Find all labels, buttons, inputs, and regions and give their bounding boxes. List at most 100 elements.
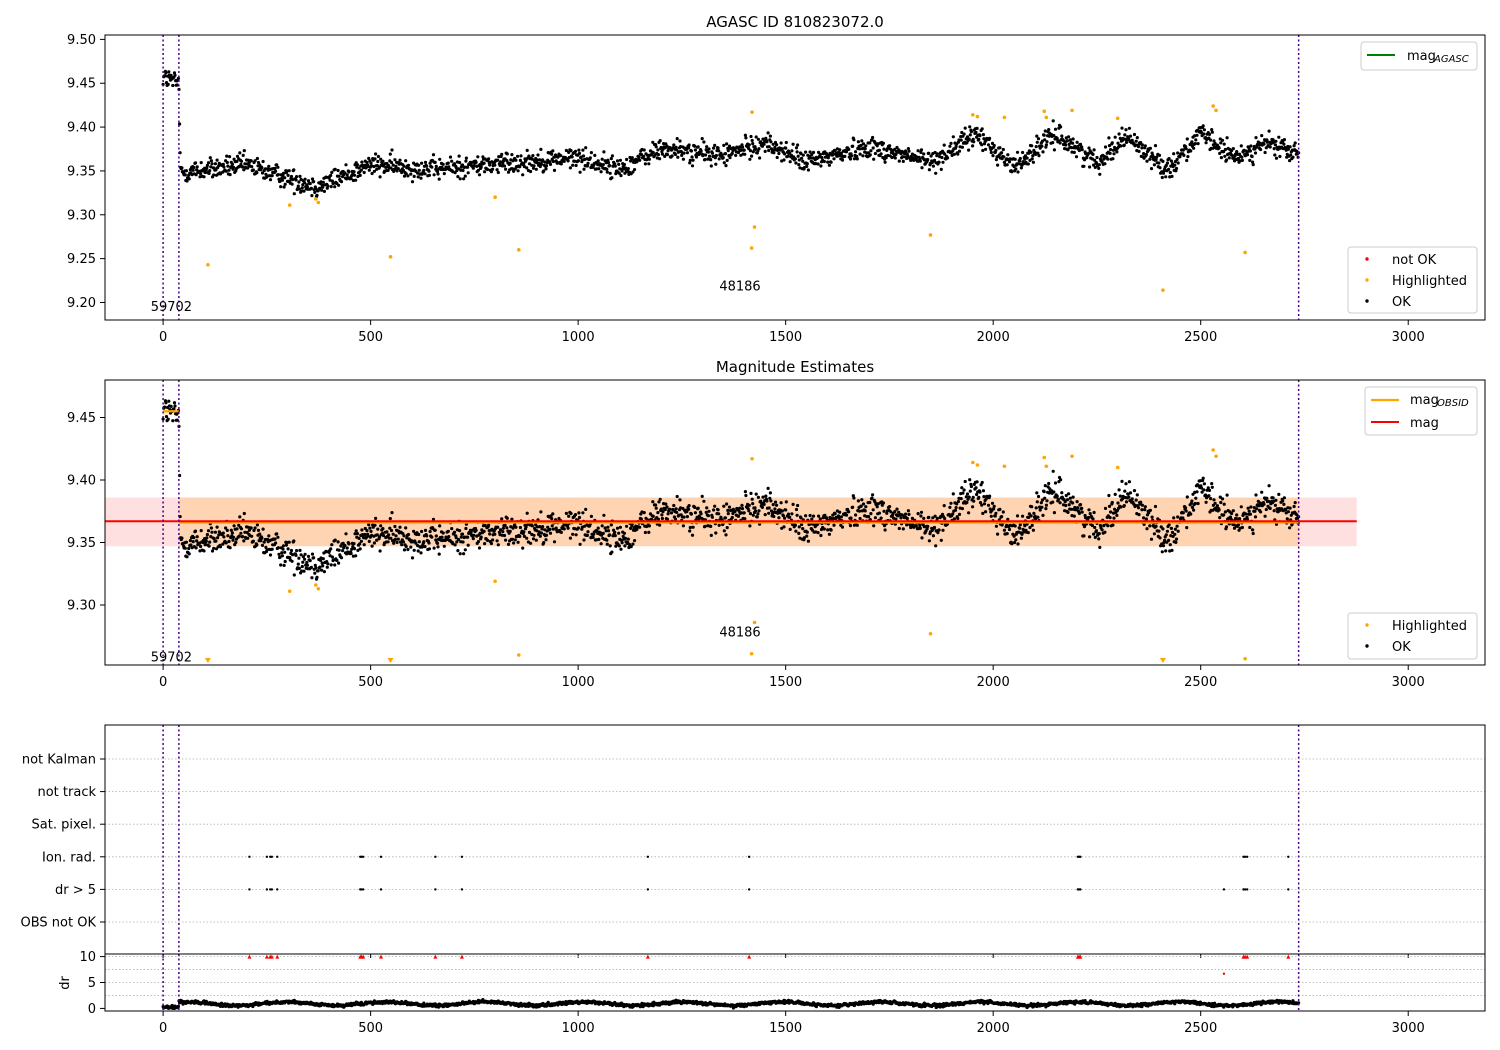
ok-point [670,154,674,158]
ok-point [1023,154,1027,158]
ok-point [651,140,655,144]
obsid-annotation: 59702 [151,651,192,666]
ok-point [199,529,203,533]
ok-point [980,480,984,485]
flag-point [276,855,279,858]
ok-point [885,511,889,515]
ok-point [825,516,829,520]
ok-point [852,138,856,142]
ok-point [816,531,820,535]
ok-point [934,544,938,548]
ok-point [262,540,266,544]
ok-point [538,534,542,538]
ok-point [663,507,667,512]
flag-category-label: not track [37,785,96,800]
ok-point [1194,496,1198,500]
ok-point [594,167,599,171]
ok-point [1218,516,1222,520]
ok-point [239,531,243,535]
ok-point [242,539,246,543]
ok-point [709,158,713,162]
ok-point [279,185,283,189]
ok-point [458,160,462,165]
ok-point [749,134,753,139]
ok-point [638,158,642,162]
ok-point [551,159,556,164]
ok-point [613,530,617,534]
ok-point [1120,479,1124,483]
ok-point [691,158,695,162]
ok-point [654,506,658,510]
ok-point [790,512,794,516]
ok-point [926,524,930,529]
ok-point [261,527,265,531]
ok-point [496,525,500,529]
ok-point [1170,162,1175,166]
ok-point [1184,506,1188,510]
ok-point [472,533,476,537]
ok-point [1235,513,1239,517]
ok-point [717,149,721,153]
ok-point [399,540,403,544]
ok-point [696,506,700,510]
ok-point [1113,135,1117,139]
highlighted-point [1211,104,1215,108]
ok-point [779,501,783,505]
ok-point [441,162,445,166]
ok-point [292,573,296,577]
ok-point [968,125,972,129]
ok-point [1154,524,1158,528]
ok-point [1273,503,1277,507]
ok-point [337,548,341,552]
ok-point [1018,159,1022,163]
ok-point [664,502,668,506]
ok-point [754,492,758,496]
ok-point [462,177,466,181]
ok-point [1144,152,1148,157]
ok-point [1019,166,1024,170]
ok-point [606,161,611,165]
ok-point [548,527,552,531]
ok-point [548,162,553,166]
ok-point [1088,535,1092,539]
ok-point [432,173,436,177]
ok-point [610,550,614,554]
ok-point [502,164,507,168]
ok-point [1047,128,1051,132]
ok-point [303,177,307,181]
ok-point [329,185,333,189]
ok-point [329,563,333,567]
flag-point [248,855,251,858]
ok-point [250,534,254,538]
ok-point [428,529,432,534]
ok-point [942,504,946,508]
ok-point [1012,534,1016,538]
ok-point [1239,144,1243,148]
ok-point [516,154,520,158]
ok-point [406,532,411,537]
ok-point [809,156,813,160]
ok-point [621,534,625,539]
y-tick-label: 9.35 [67,536,96,551]
ok-point [452,162,457,166]
ok-point [1165,161,1169,165]
ok-point [1288,145,1292,149]
ok-point [202,549,206,553]
ok-point [1036,515,1040,519]
legend-marker-not-ok [1365,257,1369,261]
ok-point [1103,506,1108,510]
ok-point [1240,525,1244,530]
ok-point [1112,152,1116,156]
ok-point [799,152,803,156]
ok-point [1192,508,1196,512]
ok-point [1251,160,1255,164]
ok-point [192,536,196,540]
ok-point [631,170,635,174]
ok-point [237,534,241,538]
ok-point [1127,495,1131,499]
ok-point [404,526,408,530]
ok-point [710,151,715,155]
ok-point [1273,153,1277,157]
ok-point [710,515,715,519]
ok-point [786,512,791,516]
